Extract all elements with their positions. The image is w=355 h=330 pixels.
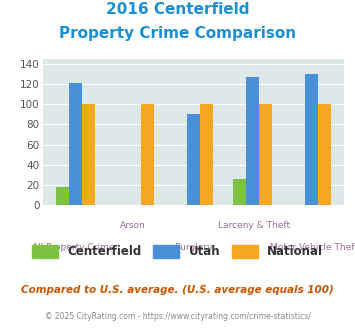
Text: 2016 Centerfield: 2016 Centerfield [106,2,249,16]
Bar [233,179,246,205]
Text: Arson: Arson [120,221,146,230]
Text: Motor Vehicle Theft: Motor Vehicle Theft [270,243,355,251]
Text: Compared to U.S. average. (U.S. average equals 100): Compared to U.S. average. (U.S. average … [21,285,334,295]
Bar [69,83,82,205]
Text: Larceny & Theft: Larceny & Theft [218,221,290,230]
Bar [318,105,331,205]
Text: Burglary: Burglary [174,243,213,251]
Bar [56,186,69,205]
Bar [141,105,154,205]
Text: Property Crime Comparison: Property Crime Comparison [59,26,296,41]
Legend: Centerfield, Utah, National: Centerfield, Utah, National [27,240,328,263]
Bar [246,78,259,205]
Text: © 2025 CityRating.com - https://www.cityrating.com/crime-statistics/: © 2025 CityRating.com - https://www.city… [45,312,310,321]
Bar [259,105,272,205]
Text: All Property Crime: All Property Crime [32,243,114,251]
Bar [200,105,213,205]
Bar [187,115,200,205]
Bar [305,75,318,205]
Bar [82,105,95,205]
